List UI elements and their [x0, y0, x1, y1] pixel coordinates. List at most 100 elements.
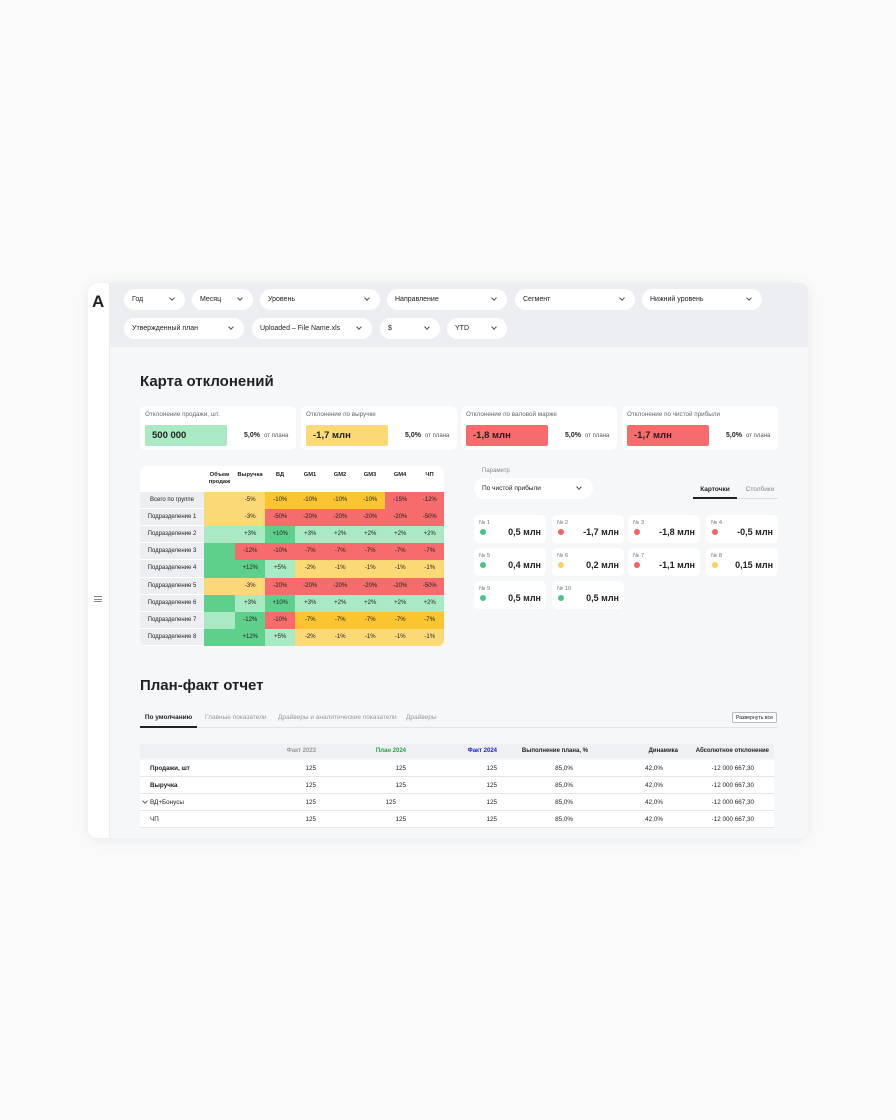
tab-underline: [140, 726, 197, 728]
heatmap-value: +2%: [394, 531, 407, 538]
heatmap-cell: +2%: [355, 594, 386, 613]
filter-dropdown[interactable]: YTD: [447, 318, 507, 339]
heatmap-cell: +10%: [265, 594, 296, 613]
heatmap-cell: +2%: [355, 526, 386, 544]
cell-value: 42,0%: [645, 782, 663, 789]
heatmap-row-label-cell: Всего по группе: [140, 492, 204, 510]
heatmap-value: -2%: [304, 633, 316, 640]
unit-value: -1,7 млн: [583, 527, 619, 537]
cell-value: 42,0%: [645, 799, 663, 806]
heatmap-cell: -12%: [235, 543, 266, 561]
trend-arrow: [577, 767, 586, 774]
heatmap-cell: [204, 526, 235, 544]
expand-button[interactable]: Развернуть все: [732, 712, 777, 723]
filter-dropdown[interactable]: Uploaded – File Name.xls: [252, 318, 372, 339]
heatmap-value: -20%: [303, 582, 318, 589]
cell-value: 42,0%: [645, 816, 663, 823]
heatmap-cell: +2%: [385, 594, 416, 613]
heatmap-cell: [204, 577, 235, 596]
trend-arrow: [553, 433, 562, 440]
heatmap-value: +2%: [364, 531, 377, 538]
cell-value: -12 000 667,30: [711, 816, 754, 823]
heatmap-cell: -7%: [385, 543, 416, 561]
filter-dropdown[interactable]: Нижний уровень: [642, 289, 762, 310]
heatmap-cell: +12%: [235, 560, 266, 579]
heatmap-value: +2%: [334, 531, 347, 538]
unit-value: 0,5 млн: [586, 593, 619, 603]
parameter-dropdown[interactable]: По чистой прибыли: [474, 478, 593, 499]
filter-dropdown[interactable]: Год: [124, 289, 185, 310]
heatmap-value: -7%: [424, 616, 436, 623]
heatmap-row-label: Подразделение 6: [147, 599, 197, 606]
report-tab[interactable]: Драйверы: [406, 714, 437, 721]
heatmap-cell: -7%: [415, 611, 444, 630]
heatmap-value: +3%: [304, 531, 317, 538]
heatmap-value: -20%: [333, 582, 348, 589]
filter-dropdown[interactable]: Направление: [387, 289, 507, 310]
heatmap-value: -15%: [393, 497, 408, 503]
heatmap-cell: -10%: [295, 492, 326, 510]
heatmap-row-label: Подразделение 4: [147, 565, 197, 572]
report-tab[interactable]: Главные показатели: [205, 714, 267, 721]
table-row: ВД+Бонусы 125 125 125 85,0% 42,0% -12 000 667,…: [140, 794, 774, 811]
heatmap-value: -20%: [363, 582, 378, 589]
heatmap-value: +5%: [274, 565, 287, 572]
report-tab[interactable]: Драйверы и аналитические показатели: [278, 714, 397, 721]
filter-dropdown[interactable]: Сегмент: [515, 289, 635, 310]
heatmap-cell: -20%: [265, 577, 296, 596]
cell-value: 125: [395, 782, 406, 789]
cell-value: 125: [395, 816, 406, 823]
filter-dropdown[interactable]: Уровень: [260, 289, 380, 310]
kpi-label: Отклонение по выручке: [306, 411, 376, 418]
heatmap-value: -50%: [273, 514, 288, 521]
chevron-icon: [228, 324, 234, 330]
heatmap-value: -10%: [333, 497, 348, 503]
heatmap-cell: -1%: [415, 628, 444, 646]
view-tab[interactable]: Столбики: [745, 486, 775, 493]
heatmap-column-header: ЧП: [425, 472, 434, 478]
heatmap-value: -1%: [334, 565, 346, 572]
cell-value: 85,0%: [555, 799, 573, 806]
heatmap-cell: -2%: [295, 628, 326, 646]
heatmap-value: -2%: [304, 565, 316, 572]
heatmap-row-label-cell: Подразделение 6: [140, 594, 204, 612]
kpi-change-note: от плана: [264, 433, 289, 439]
kpi-change-note: от плана: [425, 433, 450, 439]
heatmap-row-label: Подразделение 3: [147, 548, 197, 555]
column-header: Факт 2024: [467, 748, 497, 754]
trend-arrow: [667, 818, 676, 825]
heatmap-value: -50%: [422, 582, 437, 589]
heatmap-cell: [204, 509, 235, 527]
trend-arrow: [577, 801, 586, 808]
heatmap-cell: +3%: [295, 594, 326, 613]
menu-icon[interactable]: [94, 596, 102, 602]
table-row: Выручка 125 125 125 85,0% 42,0% -12 000 667,30: [140, 777, 774, 794]
heatmap-cell: -5%: [235, 492, 266, 510]
view-tab[interactable]: Карточки: [700, 486, 730, 493]
heatmap-value: -3%: [244, 514, 256, 521]
unit-number: № 4: [711, 520, 723, 526]
cell-value: -12 000 667,30: [711, 765, 754, 772]
filter-dropdown[interactable]: $: [380, 318, 440, 339]
unit-card: № 3 -1,8 млн: [628, 515, 700, 543]
heatmap-value: -10%: [273, 616, 288, 623]
kpi-card: Отклонение продажи, шт. 500 000 5,0% от пла…: [140, 406, 296, 450]
kpi-change-note: от плана: [746, 433, 771, 439]
unit-card: № 7 -1,1 млн: [628, 548, 700, 576]
report-tab[interactable]: По умолчанию: [144, 714, 193, 721]
trend-arrow: [577, 784, 586, 791]
chevron-icon: [169, 295, 175, 301]
cell-value: 42,0%: [645, 765, 663, 772]
status-dot: [712, 529, 718, 535]
heatmap-cell: -20%: [385, 509, 416, 527]
heatmap-cell: -50%: [265, 509, 296, 527]
chevron-icon: [356, 324, 362, 330]
trend-arrow: [232, 433, 241, 440]
filter-dropdown[interactable]: Месяц: [192, 289, 253, 310]
heatmap-cell: -20%: [355, 509, 386, 527]
filter-label: Уровень: [268, 296, 295, 303]
cell-value: 125: [486, 765, 497, 772]
filter-dropdown[interactable]: Утвержденный план: [124, 318, 244, 339]
heatmap-cell: -7%: [385, 611, 416, 630]
